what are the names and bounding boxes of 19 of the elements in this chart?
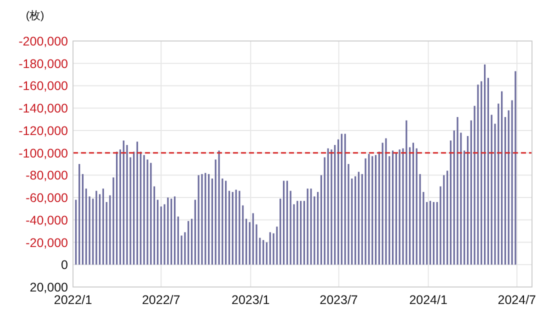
y-tick-label: -120,000 <box>18 124 68 138</box>
x-tick-label: 2023/1 <box>232 293 270 307</box>
y-tick-label: -100,000 <box>18 146 68 160</box>
y-tick-label: -20,000 <box>26 236 68 250</box>
y-tick-label: -60,000 <box>26 191 68 206</box>
y-tick-label: -180,000 <box>18 56 68 71</box>
y-tick-label: -200,000 <box>18 34 68 48</box>
y-tick-label: -40,000 <box>26 213 68 228</box>
x-tick-label: 2023/7 <box>320 293 358 307</box>
x-tick-label: 2024/7 <box>498 293 536 307</box>
y-tick-label: -80,000 <box>26 168 68 183</box>
y-axis-title: (枚) <box>26 10 44 22</box>
y-tick-label: 0 <box>61 258 68 272</box>
x-tick-label: 2022/7 <box>142 293 180 307</box>
y-tick-label: -160,000 <box>18 79 68 94</box>
y-tick-label: 20,000 <box>30 280 68 294</box>
x-tick-label: 2024/1 <box>409 293 448 307</box>
x-tick-label: 2022/1 <box>54 293 92 307</box>
y-tick-label: -140,000 <box>18 102 68 116</box>
